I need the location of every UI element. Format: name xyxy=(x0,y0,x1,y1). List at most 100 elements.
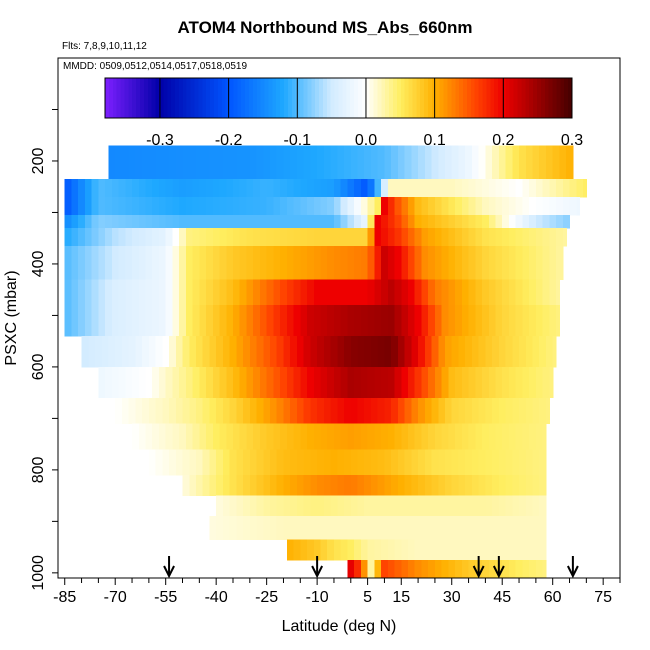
x-tick-label: -25 xyxy=(255,589,278,606)
x-axis-label: Latitude (deg N) xyxy=(282,618,397,635)
heatmap-cell xyxy=(185,197,194,216)
heatmap-cell xyxy=(219,227,227,247)
heatmap-cell xyxy=(249,397,258,424)
colorbar-tick-label: 0.2 xyxy=(492,132,514,149)
colorbar-swatch xyxy=(311,78,316,118)
heatmap-cell xyxy=(212,245,221,280)
heatmap-cell xyxy=(78,197,86,216)
heatmap-cell xyxy=(212,197,221,216)
colorbar-swatch xyxy=(498,78,503,118)
heatmap-cell xyxy=(401,423,409,450)
heatmap-cell xyxy=(455,279,463,306)
heatmap-cell xyxy=(135,145,143,180)
heatmap-cell xyxy=(313,227,322,247)
heatmap-cell xyxy=(418,475,426,497)
colorbar-swatch xyxy=(260,78,266,118)
heatmap-cell xyxy=(283,449,291,476)
heatmap-cell xyxy=(370,336,379,368)
heatmap-cell xyxy=(64,215,73,229)
heatmap-cell xyxy=(91,197,99,216)
heatmap-cell xyxy=(535,197,544,216)
heatmap-cell xyxy=(125,279,133,306)
heatmap-cell xyxy=(280,279,288,306)
heatmap-cell xyxy=(438,397,446,424)
heatmap-cell xyxy=(357,495,365,517)
colorbar-swatch xyxy=(494,78,499,118)
colorbar-tick-label: 0.3 xyxy=(561,132,583,149)
heatmap-cell xyxy=(259,279,268,306)
heatmap-cell xyxy=(488,197,497,216)
heatmap-cell xyxy=(482,245,490,280)
heatmap-cell xyxy=(387,559,396,579)
heatmap-cell xyxy=(165,215,174,229)
heatmap-cell xyxy=(434,215,443,229)
heatmap-cell xyxy=(313,305,322,337)
heatmap-cell xyxy=(327,539,335,561)
heatmap-cell xyxy=(492,516,500,540)
heatmap-cell xyxy=(148,449,157,476)
heatmap-cell xyxy=(209,516,217,540)
heatmap-cell xyxy=(360,245,369,280)
heatmap-cell xyxy=(246,366,254,399)
heatmap-cell xyxy=(317,475,325,497)
heatmap-cell xyxy=(330,336,338,368)
colorbar-swatch xyxy=(322,78,328,118)
heatmap-cell xyxy=(172,279,180,306)
heatmap-cell xyxy=(522,178,530,198)
heatmap-cell xyxy=(290,145,298,180)
heatmap-cell xyxy=(488,178,497,198)
heatmap-cell xyxy=(88,336,96,368)
x-tick-label: -70 xyxy=(104,589,127,606)
heatmap-cell xyxy=(354,366,362,399)
heatmap-cell xyxy=(195,336,204,368)
heatmap-cell xyxy=(236,475,244,497)
heatmap-cell xyxy=(212,423,221,450)
heatmap-cell xyxy=(266,366,274,399)
heatmap-cell xyxy=(455,245,463,280)
heatmap-cell xyxy=(105,245,113,280)
heatmap-cell xyxy=(465,336,473,368)
heatmap-cell xyxy=(175,336,184,368)
heatmap-cell xyxy=(111,215,120,229)
heatmap-cell xyxy=(219,305,227,337)
colorbar-swatch xyxy=(365,78,371,118)
heatmap-cell xyxy=(414,245,423,280)
heatmap-cell xyxy=(370,145,379,180)
heatmap-cell xyxy=(421,559,429,579)
heatmap-cell xyxy=(525,397,534,424)
heatmap-cell xyxy=(411,475,419,497)
heatmap-cell xyxy=(179,279,187,306)
heatmap-cell xyxy=(475,197,483,216)
x-axis: -85 -70 -55 -40 -25 -10 5 15 30 45 60 75 xyxy=(53,578,621,606)
heatmap-cell xyxy=(199,227,207,247)
colorbar-swatch xyxy=(225,78,231,118)
heatmap-cell xyxy=(508,215,517,229)
heatmap-cell xyxy=(125,197,133,216)
heatmap-cell xyxy=(529,215,537,229)
heatmap-cell xyxy=(377,397,386,424)
heatmap-cell xyxy=(172,227,180,247)
heatmap-cell xyxy=(465,475,473,497)
colorbar-swatch xyxy=(151,78,157,118)
heatmap-cell xyxy=(377,449,386,476)
heatmap-cell xyxy=(461,366,470,399)
heatmap-cell xyxy=(502,305,510,337)
heatmap-cell xyxy=(428,245,436,280)
heatmap-cell xyxy=(367,215,375,229)
heatmap-cell xyxy=(519,397,527,424)
heatmap-cell xyxy=(307,539,315,561)
heatmap-cell xyxy=(475,227,483,247)
heatmap-cell xyxy=(286,423,295,450)
heatmap-cell xyxy=(498,145,507,180)
profile-arrow xyxy=(566,556,579,579)
heatmap-cell xyxy=(367,279,375,306)
heatmap-cell xyxy=(451,495,460,517)
heatmap-cell xyxy=(95,336,103,368)
x-tick-label: -55 xyxy=(154,589,177,606)
heatmap-cell xyxy=(508,305,517,337)
colorbar-swatch xyxy=(513,78,519,118)
heatmap-cell xyxy=(529,366,537,399)
heatmap-cell xyxy=(199,215,207,229)
heatmap-cell xyxy=(354,559,362,579)
colorbar-swatch xyxy=(291,78,297,118)
